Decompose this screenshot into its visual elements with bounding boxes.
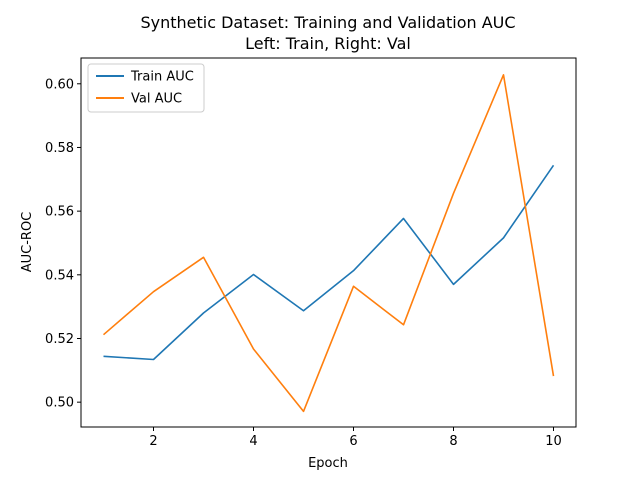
- x-axis-label: Epoch: [308, 456, 348, 471]
- x-tick-label: 8: [449, 434, 457, 449]
- legend-label-train: Train AUC: [130, 70, 194, 85]
- y-tick-label: 0.58: [45, 141, 74, 156]
- x-tick-label: 4: [249, 434, 257, 449]
- legend: Train AUC Val AUC: [87, 63, 205, 113]
- x-tick-label: 6: [349, 434, 357, 449]
- series-line-train: [103, 164, 555, 361]
- chart-title-line1: Synthetic Dataset: Training and Validati…: [140, 13, 515, 32]
- x-axis-ticks: 2 4 6 8 10: [149, 427, 562, 449]
- axes-frame: [80, 57, 577, 428]
- y-tick-label: 0.54: [45, 268, 74, 283]
- x-tick-label: 2: [149, 434, 157, 449]
- y-tick-label: 0.56: [45, 205, 74, 220]
- y-axis-ticks: 0.50 0.52 0.54 0.56 0.58 0.60: [45, 77, 81, 411]
- y-tick-label: 0.60: [45, 77, 74, 92]
- chart-title-line2: Left: Train, Right: Val: [245, 34, 411, 53]
- legend-label-val: Val AUC: [131, 92, 182, 107]
- y-tick-label: 0.50: [45, 396, 74, 411]
- x-tick-label: 10: [545, 434, 562, 449]
- plot-area: [80, 57, 577, 428]
- y-tick-label: 0.52: [45, 332, 74, 347]
- series-line-val: [102, 74, 555, 413]
- series-layer: [102, 74, 555, 413]
- y-axis-label: AUC-ROC: [20, 212, 35, 273]
